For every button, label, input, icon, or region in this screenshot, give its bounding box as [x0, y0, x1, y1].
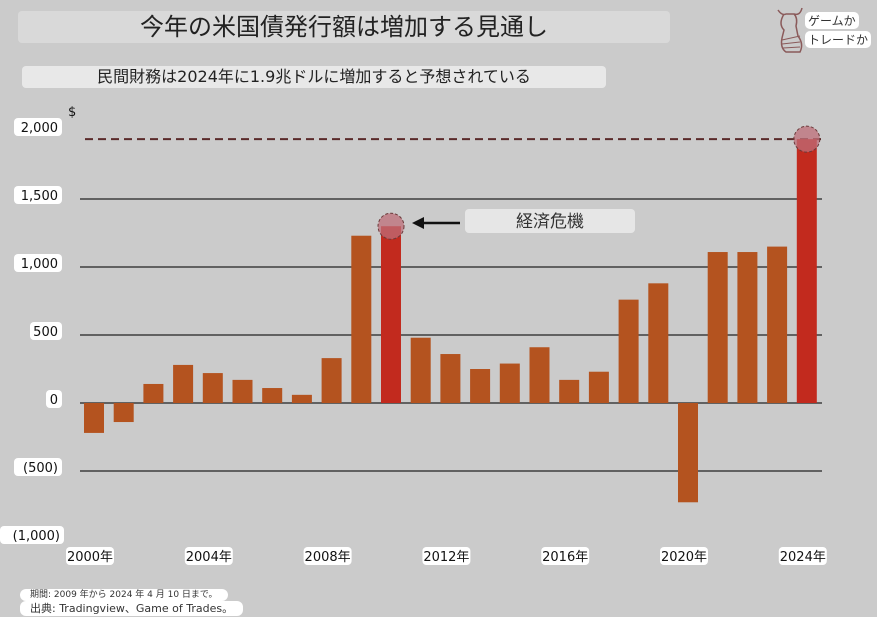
bar-2015	[529, 347, 550, 403]
highlight-marker	[793, 125, 821, 153]
y-tick-label: 1,500	[21, 189, 58, 204]
x-tick-label: 2012年	[423, 550, 469, 565]
bar-2004	[202, 373, 223, 403]
bar-2006	[262, 388, 283, 403]
page-subtitle: 民間財務は2024年に1.9兆ドルに増加すると予想されている	[22, 66, 606, 88]
y-tick-label: 1,000	[21, 257, 58, 272]
y-tick-label-bg	[14, 118, 62, 136]
annotation-arrowhead	[412, 217, 424, 229]
y-tick-label-bg	[14, 458, 62, 476]
bar-2016	[559, 379, 580, 403]
y-tick-label: (1,000)	[13, 529, 60, 544]
bull-knight-logo-icon	[777, 7, 803, 53]
bar-2018	[618, 299, 639, 403]
x-tick-label-bg	[303, 547, 352, 565]
page-title: 今年の米国債発行額は増加する見通し	[18, 11, 670, 43]
bar-2001	[113, 403, 134, 423]
x-tick-label: 2008年	[305, 550, 351, 565]
bar-2010	[381, 226, 401, 403]
x-tick-label-bg	[778, 547, 827, 565]
bar-2014	[499, 363, 520, 403]
bar-2000	[84, 403, 104, 433]
bar-2007	[291, 394, 312, 403]
x-tick-label-bg	[541, 547, 590, 565]
y-tick-label-bg	[14, 254, 62, 272]
x-tick-label-bg	[422, 547, 471, 565]
bar-2017	[588, 371, 609, 403]
bar-2022	[737, 252, 758, 403]
y-tick-label-bg	[0, 526, 64, 544]
bar-2024	[796, 139, 817, 403]
bar-2011	[410, 337, 431, 403]
x-tick-label: 2024年	[780, 550, 826, 565]
y-axis-label: $	[68, 105, 76, 120]
y-tick-label-bg	[14, 186, 62, 204]
footer-source: 出典: Tradingview、Game of Trades。	[20, 601, 244, 616]
bar-2008	[321, 358, 342, 403]
bar-2005	[232, 379, 253, 403]
x-tick-label-bg	[660, 547, 708, 565]
y-tick-label-bg	[46, 390, 62, 408]
bar-2003	[173, 364, 194, 403]
annotation-label: 経済危機	[516, 212, 584, 232]
bar-2021	[707, 252, 728, 403]
footer-period: 期間: 2009 年から 2024 年 4 月 10 日まで。	[20, 589, 228, 601]
y-tick-label-bg	[30, 322, 62, 340]
x-tick-label-bg	[184, 547, 233, 565]
x-tick-label: 2000年	[67, 550, 113, 565]
bar-2019	[648, 283, 669, 403]
bar-2002	[143, 383, 164, 403]
y-tick-label: 500	[33, 325, 58, 340]
brand-line-2: トレードか	[805, 31, 872, 48]
y-tick-label: 0	[50, 393, 58, 408]
y-tick-label: 2,000	[21, 121, 58, 136]
x-tick-label: 2016年	[542, 550, 588, 565]
y-tick-label: (500)	[23, 461, 58, 476]
annotation-bg	[465, 209, 635, 233]
brand-line-1: ゲームか	[805, 12, 859, 29]
highlight-marker	[377, 212, 405, 240]
bar-2009	[351, 235, 372, 403]
x-tick-label: 2004年	[186, 550, 232, 565]
bar-2013	[470, 369, 491, 403]
bar-2023	[767, 246, 788, 403]
bar-2020	[678, 403, 698, 503]
x-tick-label-bg	[66, 547, 114, 565]
bar-2012	[440, 354, 461, 403]
x-tick-label: 2020年	[661, 550, 707, 565]
